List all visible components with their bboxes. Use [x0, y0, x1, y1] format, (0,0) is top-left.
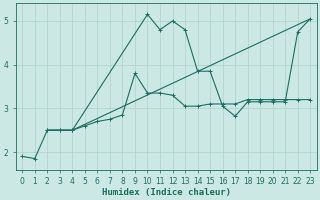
- X-axis label: Humidex (Indice chaleur): Humidex (Indice chaleur): [102, 188, 231, 197]
